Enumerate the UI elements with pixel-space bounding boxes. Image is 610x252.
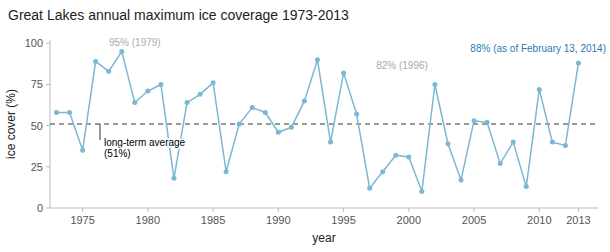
data-point: [302, 98, 307, 103]
data-point: [185, 100, 190, 105]
y-tick: [46, 125, 50, 126]
y-axis-label: ice cover (%): [4, 89, 18, 159]
x-tick-label: 2005: [462, 214, 486, 226]
plot-area: [50, 49, 598, 194]
data-point: [237, 122, 242, 127]
x-tick: [578, 208, 579, 212]
x-tick-label: 1975: [70, 214, 94, 226]
data-point: [132, 100, 137, 105]
x-tick: [343, 208, 344, 212]
y-tick: [46, 208, 50, 209]
data-point: [328, 140, 333, 145]
data-point: [445, 141, 450, 146]
data-point: [563, 143, 568, 148]
data-point: [289, 125, 294, 130]
data-point: [67, 110, 72, 115]
annotation: 82% (1996): [376, 60, 428, 71]
data-point: [145, 89, 150, 94]
x-tick-label: 1980: [136, 214, 160, 226]
data-point: [354, 112, 359, 117]
data-point: [119, 49, 124, 54]
data-point: [380, 169, 385, 174]
data-point: [498, 161, 503, 166]
x-tick: [82, 208, 83, 212]
data-point: [158, 82, 163, 87]
x-axis-label: year: [312, 231, 335, 245]
chart: Great Lakes annual maximum ice coverage …: [0, 0, 610, 252]
data-point: [511, 140, 516, 145]
title: Great Lakes annual maximum ice coverage …: [8, 7, 349, 23]
average-label: (51%): [104, 148, 131, 159]
data-point: [276, 130, 281, 135]
data-point: [93, 59, 98, 64]
data-point: [537, 87, 542, 92]
average-leader: [100, 124, 101, 140]
x-tick-label: 2010: [527, 214, 551, 226]
x-tick: [408, 208, 409, 212]
data-point: [263, 110, 268, 115]
data-point: [419, 189, 424, 194]
x-axis: [50, 208, 598, 209]
data-point: [432, 82, 437, 87]
x-tick-label: 1985: [201, 214, 225, 226]
data-point: [80, 148, 85, 153]
data-point: [406, 154, 411, 159]
x-tick: [474, 208, 475, 212]
data-line: [57, 52, 579, 192]
annotation: 88% (as of February 13, 2014): [470, 43, 606, 54]
x-tick: [213, 208, 214, 212]
data-point: [367, 186, 372, 191]
data-point: [459, 178, 464, 183]
data-point: [106, 69, 111, 74]
y-tick: [46, 43, 50, 44]
x-tick: [539, 208, 540, 212]
x-tick-label: 2000: [397, 214, 421, 226]
annotation: 95% (1979): [109, 37, 161, 48]
data-point: [550, 140, 555, 145]
data-point: [341, 70, 346, 75]
y-tick-label: 75: [31, 78, 43, 90]
y-tick-label: 100: [25, 37, 43, 49]
data-point: [54, 110, 59, 115]
x-tick-label: 2013: [566, 214, 590, 226]
data-point: [224, 169, 229, 174]
data-point: [393, 153, 398, 158]
y-tick-label: 25: [31, 161, 43, 173]
data-point: [524, 184, 529, 189]
y-tick-label: 0: [37, 202, 43, 214]
data-point: [198, 92, 203, 97]
x-tick: [278, 208, 279, 212]
average-label: long-term average: [104, 137, 186, 148]
data-point: [315, 57, 320, 62]
x-tick: [147, 208, 148, 212]
data-point: [485, 120, 490, 125]
data-point: [171, 176, 176, 181]
data-point: [576, 61, 581, 66]
y-tick: [46, 166, 50, 167]
y-tick: [46, 84, 50, 85]
x-tick-label: 1995: [331, 214, 355, 226]
y-tick-label: 50: [31, 120, 43, 132]
data-point: [211, 80, 216, 85]
data-point: [472, 118, 477, 123]
average-line: [50, 124, 598, 125]
x-tick-label: 1990: [266, 214, 290, 226]
data-point: [250, 105, 255, 110]
